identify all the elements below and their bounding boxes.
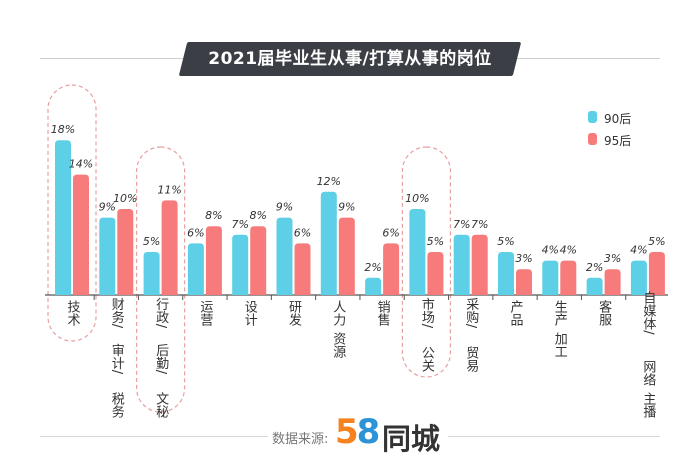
data-label: 5% (427, 235, 444, 248)
data-label: 3% (604, 252, 621, 265)
source-label: 数据来源: (268, 428, 333, 447)
bar (232, 234, 249, 295)
tick-label: 研发 (286, 300, 302, 326)
tick-label: 后勤/ (153, 344, 169, 375)
bar (427, 252, 444, 295)
legend-swatch-90 (588, 111, 597, 123)
data-label: 5% (497, 235, 514, 248)
bar (586, 277, 603, 295)
data-label: 10% (405, 192, 429, 205)
bar (471, 234, 488, 295)
bar (516, 269, 532, 295)
legend-swatch-95 (588, 133, 597, 145)
data-label: 2% (364, 261, 381, 274)
data-label: 8% (205, 209, 222, 222)
data-label: 6% (187, 226, 204, 239)
logo-city-text: 同城 (382, 422, 441, 456)
highlight-oval (47, 84, 97, 342)
data-label: 2% (586, 261, 603, 274)
tick-label: 设计 (242, 300, 258, 326)
data-label: 8% (249, 209, 266, 222)
data-label: 4% (560, 244, 577, 257)
bar (338, 217, 355, 295)
tick-label: 公关 (419, 346, 435, 372)
tick-label: 网络 (640, 360, 656, 386)
tick-label: 税务 (109, 392, 125, 418)
tick-label: 客服 (596, 299, 612, 326)
bar (542, 260, 559, 295)
tick-label: 运营 (197, 300, 213, 326)
data-label: 4% (542, 244, 559, 257)
data-label: 5% (648, 235, 665, 248)
data-label: 10% (113, 192, 137, 205)
bar (187, 243, 204, 295)
legend-label-90: 90后 (604, 112, 632, 126)
bar (276, 217, 293, 295)
bar (143, 252, 160, 295)
bar (409, 209, 426, 295)
highlight-oval (136, 146, 186, 413)
title-rule-right (517, 58, 660, 59)
bar (498, 252, 514, 295)
chart-title: 2021届毕业生从事/打算从事的岗位 (208, 49, 492, 69)
data-label: 14% (69, 158, 93, 171)
bar (648, 252, 665, 295)
tick-label: 行政/ (153, 298, 169, 329)
data-label: 4% (630, 244, 647, 257)
bar (383, 243, 400, 295)
bar (73, 174, 89, 295)
bar (320, 191, 337, 295)
bar (205, 226, 222, 295)
legend-label-95: 95后 (604, 134, 632, 148)
tick-label: 产品 (508, 300, 524, 326)
bar (604, 269, 621, 295)
data-label: 3% (515, 252, 532, 265)
data-label: 6% (382, 226, 399, 239)
bar (560, 260, 577, 295)
tick-label: 文秘 (153, 392, 169, 418)
data-label: 12% (317, 175, 341, 188)
tick-label: 采购/ (463, 298, 479, 329)
tick-label: 主播 (640, 392, 656, 418)
data-label: 18% (51, 123, 75, 136)
data-label: 11% (157, 183, 181, 196)
data-label: 7% (453, 218, 470, 231)
bar (294, 243, 311, 295)
tick-label: 生产 (552, 300, 568, 327)
data-label: 6% (294, 226, 311, 239)
bar (630, 260, 647, 295)
tick-label: 销售 (375, 300, 391, 326)
logo-58-icon: 58 (335, 412, 380, 452)
tick-label: 技术 (65, 300, 81, 326)
tick-label: 财务/ (109, 298, 125, 329)
data-label: 9% (338, 201, 355, 214)
tick-label: 自媒体/ (640, 291, 656, 335)
tick-label: 审计/ (109, 344, 125, 375)
bar (161, 200, 178, 295)
data-label: 7% (231, 218, 248, 231)
data-label: 9% (99, 201, 116, 214)
data-label: 5% (143, 235, 160, 248)
tick-label: 贸易 (463, 346, 479, 373)
bar (99, 217, 116, 295)
bar (117, 209, 134, 295)
tick-label: 人力 (330, 300, 346, 327)
tick-label: 加工 (552, 332, 568, 358)
highlight-oval (401, 146, 451, 378)
tick-label: 资源 (330, 332, 346, 358)
data-label: 9% (276, 201, 293, 214)
bar (365, 277, 382, 295)
data-label: 7% (471, 218, 488, 231)
bar (55, 140, 71, 295)
logo-background (330, 416, 448, 454)
tick-label: 市场/ (419, 297, 435, 329)
title-rule-left (40, 58, 183, 59)
bar (453, 234, 470, 295)
bar (250, 226, 267, 295)
